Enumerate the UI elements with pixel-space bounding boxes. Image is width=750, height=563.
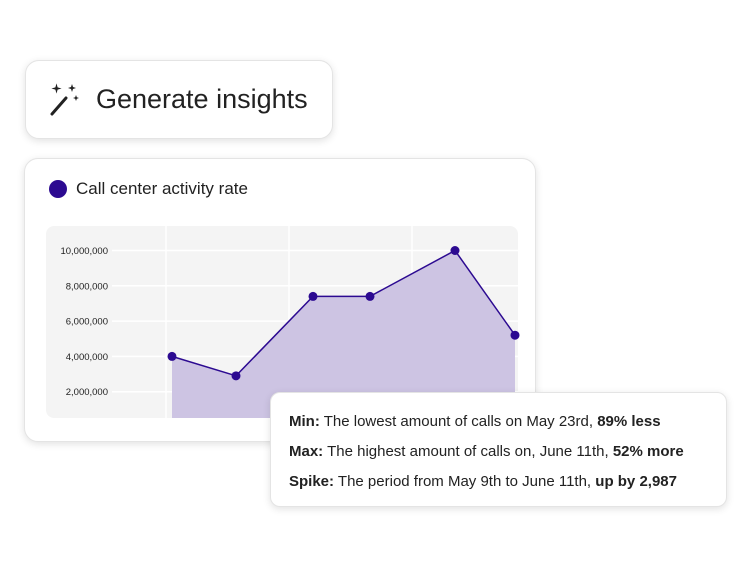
generate-insights-label: Generate insights: [96, 84, 308, 114]
y-tick-label: 2,000,000: [66, 387, 108, 398]
data-point: [231, 371, 241, 381]
insight-spike: Spike: The period from May 9th to June 1…: [289, 473, 677, 490]
y-tick-label: 4,000,000: [66, 352, 108, 363]
insight-min: Min: The lowest amount of calls on May 2…: [289, 413, 661, 430]
generate-insights-button[interactable]: Generate insights: [25, 60, 333, 139]
data-point: [450, 246, 460, 255]
insights-tooltip: Min: The lowest amount of calls on May 2…: [270, 392, 727, 507]
legend-dot: [49, 180, 67, 198]
insight-max: Max: The highest amount of calls on, Jun…: [289, 443, 684, 460]
area-fill: [172, 250, 515, 418]
series-line: [171, 249, 516, 377]
data-point: [167, 351, 177, 361]
data-point: [365, 291, 375, 301]
y-tick-label: 10,000,000: [60, 246, 108, 257]
data-point: [510, 330, 520, 340]
magic-wand-icon: [50, 82, 79, 115]
legend-label: Call center activity rate: [76, 179, 248, 198]
data-point: [308, 291, 318, 301]
y-tick-label: 6,000,000: [66, 317, 108, 328]
chart-legend: Call center activity rate: [49, 179, 248, 199]
y-tick-label: 8,000,000: [66, 281, 108, 292]
